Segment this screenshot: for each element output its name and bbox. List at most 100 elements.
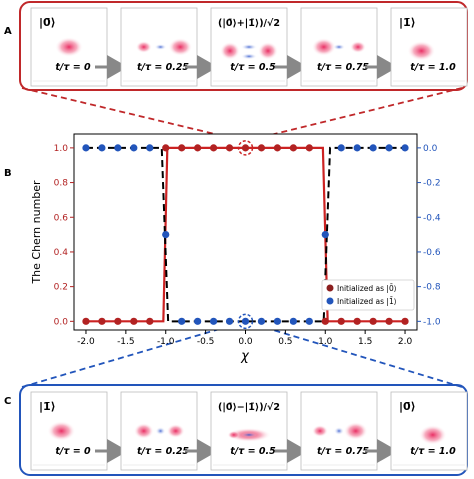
legend-label-blue: Initialized as |1̄⟩ [337, 297, 397, 306]
point-initialized-0 [209, 144, 218, 152]
point-initialized-0 [305, 144, 313, 152]
panel-c-density-blob [133, 423, 154, 439]
point-initialized-1 [401, 144, 409, 152]
point-initialized-1 [225, 317, 234, 325]
panel-a-density-blob [168, 38, 193, 56]
connector-c-right [249, 322, 463, 388]
point-initialized-1 [82, 144, 90, 152]
legend-label-red: Initialized as |0̄⟩ [337, 284, 397, 293]
point-initialized-0 [194, 144, 202, 152]
point-initialized-1 [98, 144, 106, 152]
x-tick-label: -1.5 [117, 337, 135, 347]
y-left-tick-label: 1.0 [54, 144, 69, 154]
panel-c-time-label: t/τ = 0 [55, 446, 91, 457]
panel-a-time-label: t/τ = 0.75 [317, 62, 369, 73]
panel-a-time-label: t/τ = 1.0 [410, 62, 456, 73]
y-right-tick-label: -0.8 [423, 283, 441, 293]
panel-a-density-blob [350, 41, 366, 53]
panel-c-density-blob [312, 425, 328, 437]
panel-label-b: B [4, 168, 12, 179]
point-initialized-0 [401, 317, 409, 325]
point-initialized-1 [194, 317, 202, 325]
x-tick-label: 2.0 [398, 337, 413, 347]
connector-a-right [249, 87, 463, 141]
panel-a-density-blob [241, 53, 257, 60]
point-initialized-1 [321, 231, 329, 239]
panel-label-c: C [4, 396, 11, 407]
legend: Initialized as |0̄⟩ Initialized as |1̄⟩ [321, 279, 415, 311]
connector-a-left [21, 87, 241, 141]
point-initialized-0 [321, 317, 329, 325]
panel-a-density-blob [333, 44, 345, 50]
chern-number-chart: -2.0 -1.5 -1.0 -0.5 0.0 0.5 1.0 1.5 2.0 0.0 0.2 0.4… [30, 133, 441, 364]
point-initialized-1 [178, 317, 186, 325]
y-right-tick-label: -0.4 [423, 213, 441, 223]
point-initialized-1 [273, 317, 282, 325]
legend-marker-blue [326, 297, 334, 305]
point-initialized-0 [369, 317, 377, 325]
panel-a-state-label: |0̄⟩ [39, 16, 56, 29]
point-initialized-1 [385, 144, 393, 152]
point-initialized-0 [353, 317, 361, 325]
point-initialized-0 [225, 144, 234, 152]
y-left-tick-label: 0.4 [54, 248, 69, 258]
point-initialized-1 [146, 144, 154, 152]
point-initialized-0 [337, 317, 345, 325]
highlight-circle-bottom [237, 313, 254, 330]
panel-a-density-blob [135, 41, 152, 53]
panel-a-density-blob [220, 41, 240, 60]
point-initialized-0 [130, 317, 138, 325]
x-tick-label: -1.0 [157, 337, 175, 347]
panel-c-density-blob [155, 427, 166, 435]
y-axis-label: The Chern number [30, 180, 43, 285]
point-initialized-0 [98, 317, 106, 325]
panel-a-time-label: t/τ = 0 [55, 62, 91, 73]
y-left-tick-label: 0.6 [54, 213, 69, 223]
panel-a-density-blob [241, 44, 257, 50]
panel-c-density-blob [47, 421, 76, 441]
panel-a-snapshots: |0̄⟩ t/τ = 0 t/τ = 0.25 (|0̄⟩+|1̄⟩)/√2 t/τ =… [30, 7, 468, 87]
point-initialized-1 [289, 317, 297, 325]
panel-c-density-blob [334, 427, 344, 435]
point-initialized-1 [369, 144, 377, 152]
point-initialized-0 [289, 144, 297, 152]
point-initialized-1 [162, 231, 170, 239]
point-initialized-1 [241, 317, 250, 325]
panel-c-time-label: t/τ = 0.25 [137, 446, 189, 457]
panel-c-density-blob [166, 424, 185, 438]
panel-a-frame [30, 7, 108, 87]
panel-label-a: A [4, 26, 12, 37]
x-tick-label: 0.0 [238, 337, 253, 347]
y-left-tick-label: 0.0 [54, 317, 69, 327]
y-right-tick-label: 0.0 [423, 144, 438, 154]
panel-c-density-blob [343, 422, 368, 440]
panel-a-density-blob [407, 40, 436, 61]
y-left-tick-label: 0.8 [54, 179, 69, 189]
panel-c-state-label: |0̄⟩ [399, 400, 416, 413]
legend-marker-red [326, 284, 334, 292]
panel-a-density-blob [55, 37, 83, 57]
panel-c-time-label: t/τ = 0.5 [230, 446, 276, 457]
point-initialized-0 [257, 144, 266, 152]
point-initialized-1 [353, 144, 361, 152]
x-tick-label: 1.5 [358, 337, 372, 347]
y-left-tick-label: 0.2 [54, 283, 68, 293]
x-tick-label: 0.5 [278, 337, 292, 347]
point-initialized-0 [273, 144, 282, 152]
panel-a-density-blob [258, 41, 278, 60]
panel-c-time-label: t/τ = 0.75 [317, 446, 369, 457]
point-initialized-1 [130, 144, 138, 152]
x-tick-label: -2.0 [77, 337, 95, 347]
point-initialized-1 [337, 144, 345, 152]
panel-c-state-label: |1̄⟩ [39, 400, 56, 413]
point-initialized-0 [385, 317, 393, 325]
point-initialized-1 [114, 144, 122, 152]
point-initialized-0 [162, 144, 170, 152]
panel-a-density-blob [154, 44, 167, 50]
legend-box [321, 279, 415, 311]
point-initialized-0 [241, 144, 250, 152]
panel-a-state-label: |1̄⟩ [399, 16, 416, 29]
connector-c-left [21, 322, 241, 388]
x-tick-label: -0.5 [197, 337, 215, 347]
